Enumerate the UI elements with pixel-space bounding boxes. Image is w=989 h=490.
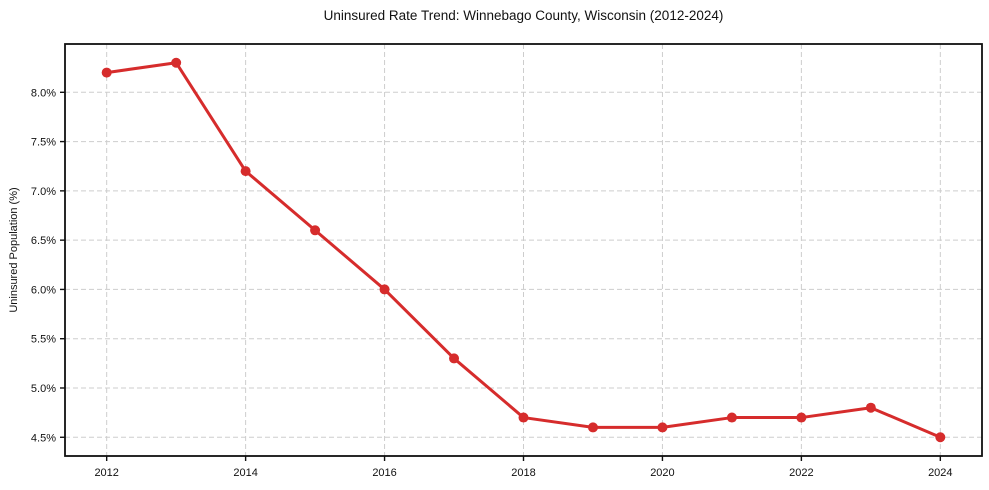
data-point-2019 [587,422,598,433]
data-point-2014 [240,166,251,177]
x-tick-label: 2020 [650,467,674,479]
x-tick-label: 2024 [928,467,952,479]
data-point-2018 [518,412,529,423]
y-tick-label: 4.5% [31,432,56,444]
x-tick-label: 2016 [372,467,396,479]
x-tick-label: 2012 [94,467,118,479]
y-tick-label: 7.0% [31,186,56,198]
data-point-2020 [657,422,668,433]
data-point-2023 [865,402,876,413]
y-tick-label: 5.5% [31,334,56,346]
data-point-2012 [101,67,112,78]
data-point-2017 [449,353,460,364]
y-tick-label: 5.0% [31,383,56,395]
data-point-2022 [796,412,807,423]
y-tick-label: 8.0% [31,87,56,99]
x-tick-label: 2014 [233,467,257,479]
chart-title: Uninsured Rate Trend: Winnebago County, … [323,8,724,23]
data-point-2015 [310,225,321,236]
x-tick-label: 2018 [511,467,535,479]
data-point-2013 [171,57,182,68]
data-point-2021 [726,412,737,423]
x-tick-label: 2022 [789,467,813,479]
y-tick-label: 7.5% [31,137,56,149]
data-point-2016 [379,284,390,295]
y-tick-label: 6.5% [31,235,56,247]
data-point-2024 [935,432,946,443]
y-tick-label: 6.0% [31,284,56,296]
